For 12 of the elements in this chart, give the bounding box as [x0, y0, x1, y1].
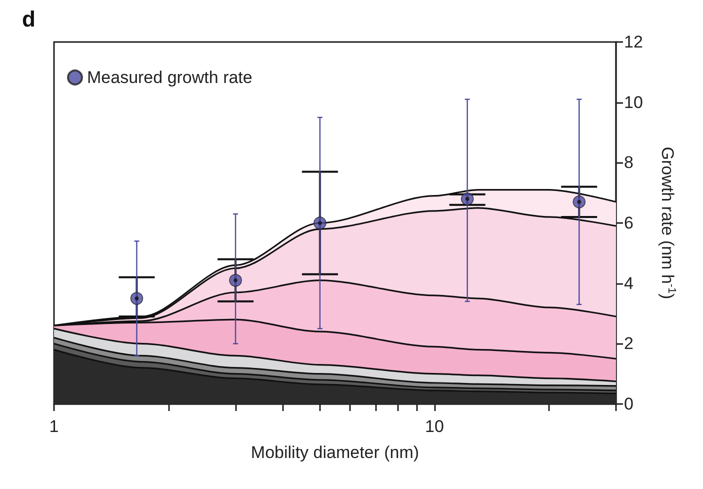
y-tick-label: 0: [624, 394, 634, 414]
y-tick-label: 6: [624, 214, 634, 232]
text: d: [22, 6, 36, 32]
y-tick-label: 8: [624, 153, 634, 172]
y-tick-label: 10: [624, 92, 643, 112]
x-tick-label: 1: [49, 417, 59, 436]
x-axis-title: Mobility diameter (nm): [250, 443, 420, 462]
y-axis-title: Growth rate (nm h-1): [658, 146, 678, 300]
y-tick-label: 2: [624, 334, 634, 354]
legend-label: Measured growth rate: [87, 68, 252, 87]
y-tick-label: 12: [624, 32, 643, 52]
y-tick-label: 4: [624, 274, 634, 293]
